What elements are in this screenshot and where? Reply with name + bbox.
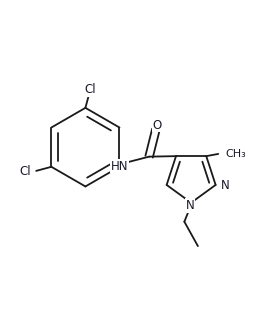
- Text: CH₃: CH₃: [225, 149, 246, 159]
- Text: Cl: Cl: [85, 83, 97, 96]
- Text: N: N: [185, 199, 194, 212]
- Text: N: N: [220, 179, 229, 192]
- Text: Cl: Cl: [20, 165, 31, 178]
- Text: HN: HN: [110, 160, 128, 173]
- Text: O: O: [153, 118, 162, 131]
